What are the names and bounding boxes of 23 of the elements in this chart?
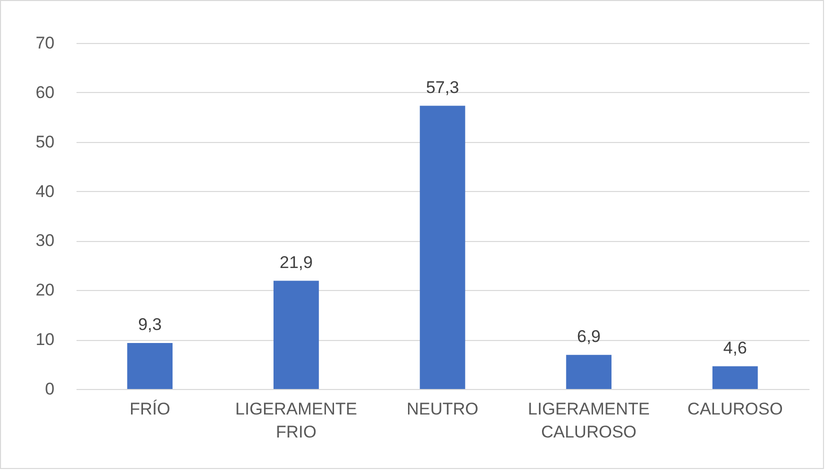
y-tick-label: 50 bbox=[36, 132, 54, 152]
bar bbox=[712, 366, 758, 389]
data-label: 9,3 bbox=[138, 315, 162, 334]
x-tick-label: CALUROSO bbox=[687, 400, 783, 418]
bar bbox=[127, 343, 173, 389]
y-tick-label: 0 bbox=[45, 380, 54, 398]
y-tick-label: 70 bbox=[36, 34, 54, 52]
y-tick-label: 40 bbox=[36, 182, 54, 201]
x-tick-label: LIGERAMENTE FRIO bbox=[235, 400, 358, 442]
y-tick-label: 30 bbox=[36, 231, 54, 250]
bar bbox=[274, 280, 319, 389]
y-tick-label: 10 bbox=[36, 330, 54, 350]
x-tick-label: LIGERAMENTE CALUROSO bbox=[528, 400, 650, 442]
y-tick-label: 20 bbox=[36, 280, 54, 300]
data-label: 4,6 bbox=[723, 338, 747, 358]
x-tick-label: NEUTRO bbox=[406, 400, 478, 418]
data-label: 21,9 bbox=[280, 252, 313, 272]
bar bbox=[566, 354, 612, 389]
data-label: 57,3 bbox=[426, 78, 460, 97]
bar bbox=[420, 106, 466, 389]
data-label: 6,9 bbox=[576, 326, 601, 346]
x-tick-label: FRÍO bbox=[130, 400, 170, 418]
y-tick-label: 60 bbox=[36, 82, 54, 102]
